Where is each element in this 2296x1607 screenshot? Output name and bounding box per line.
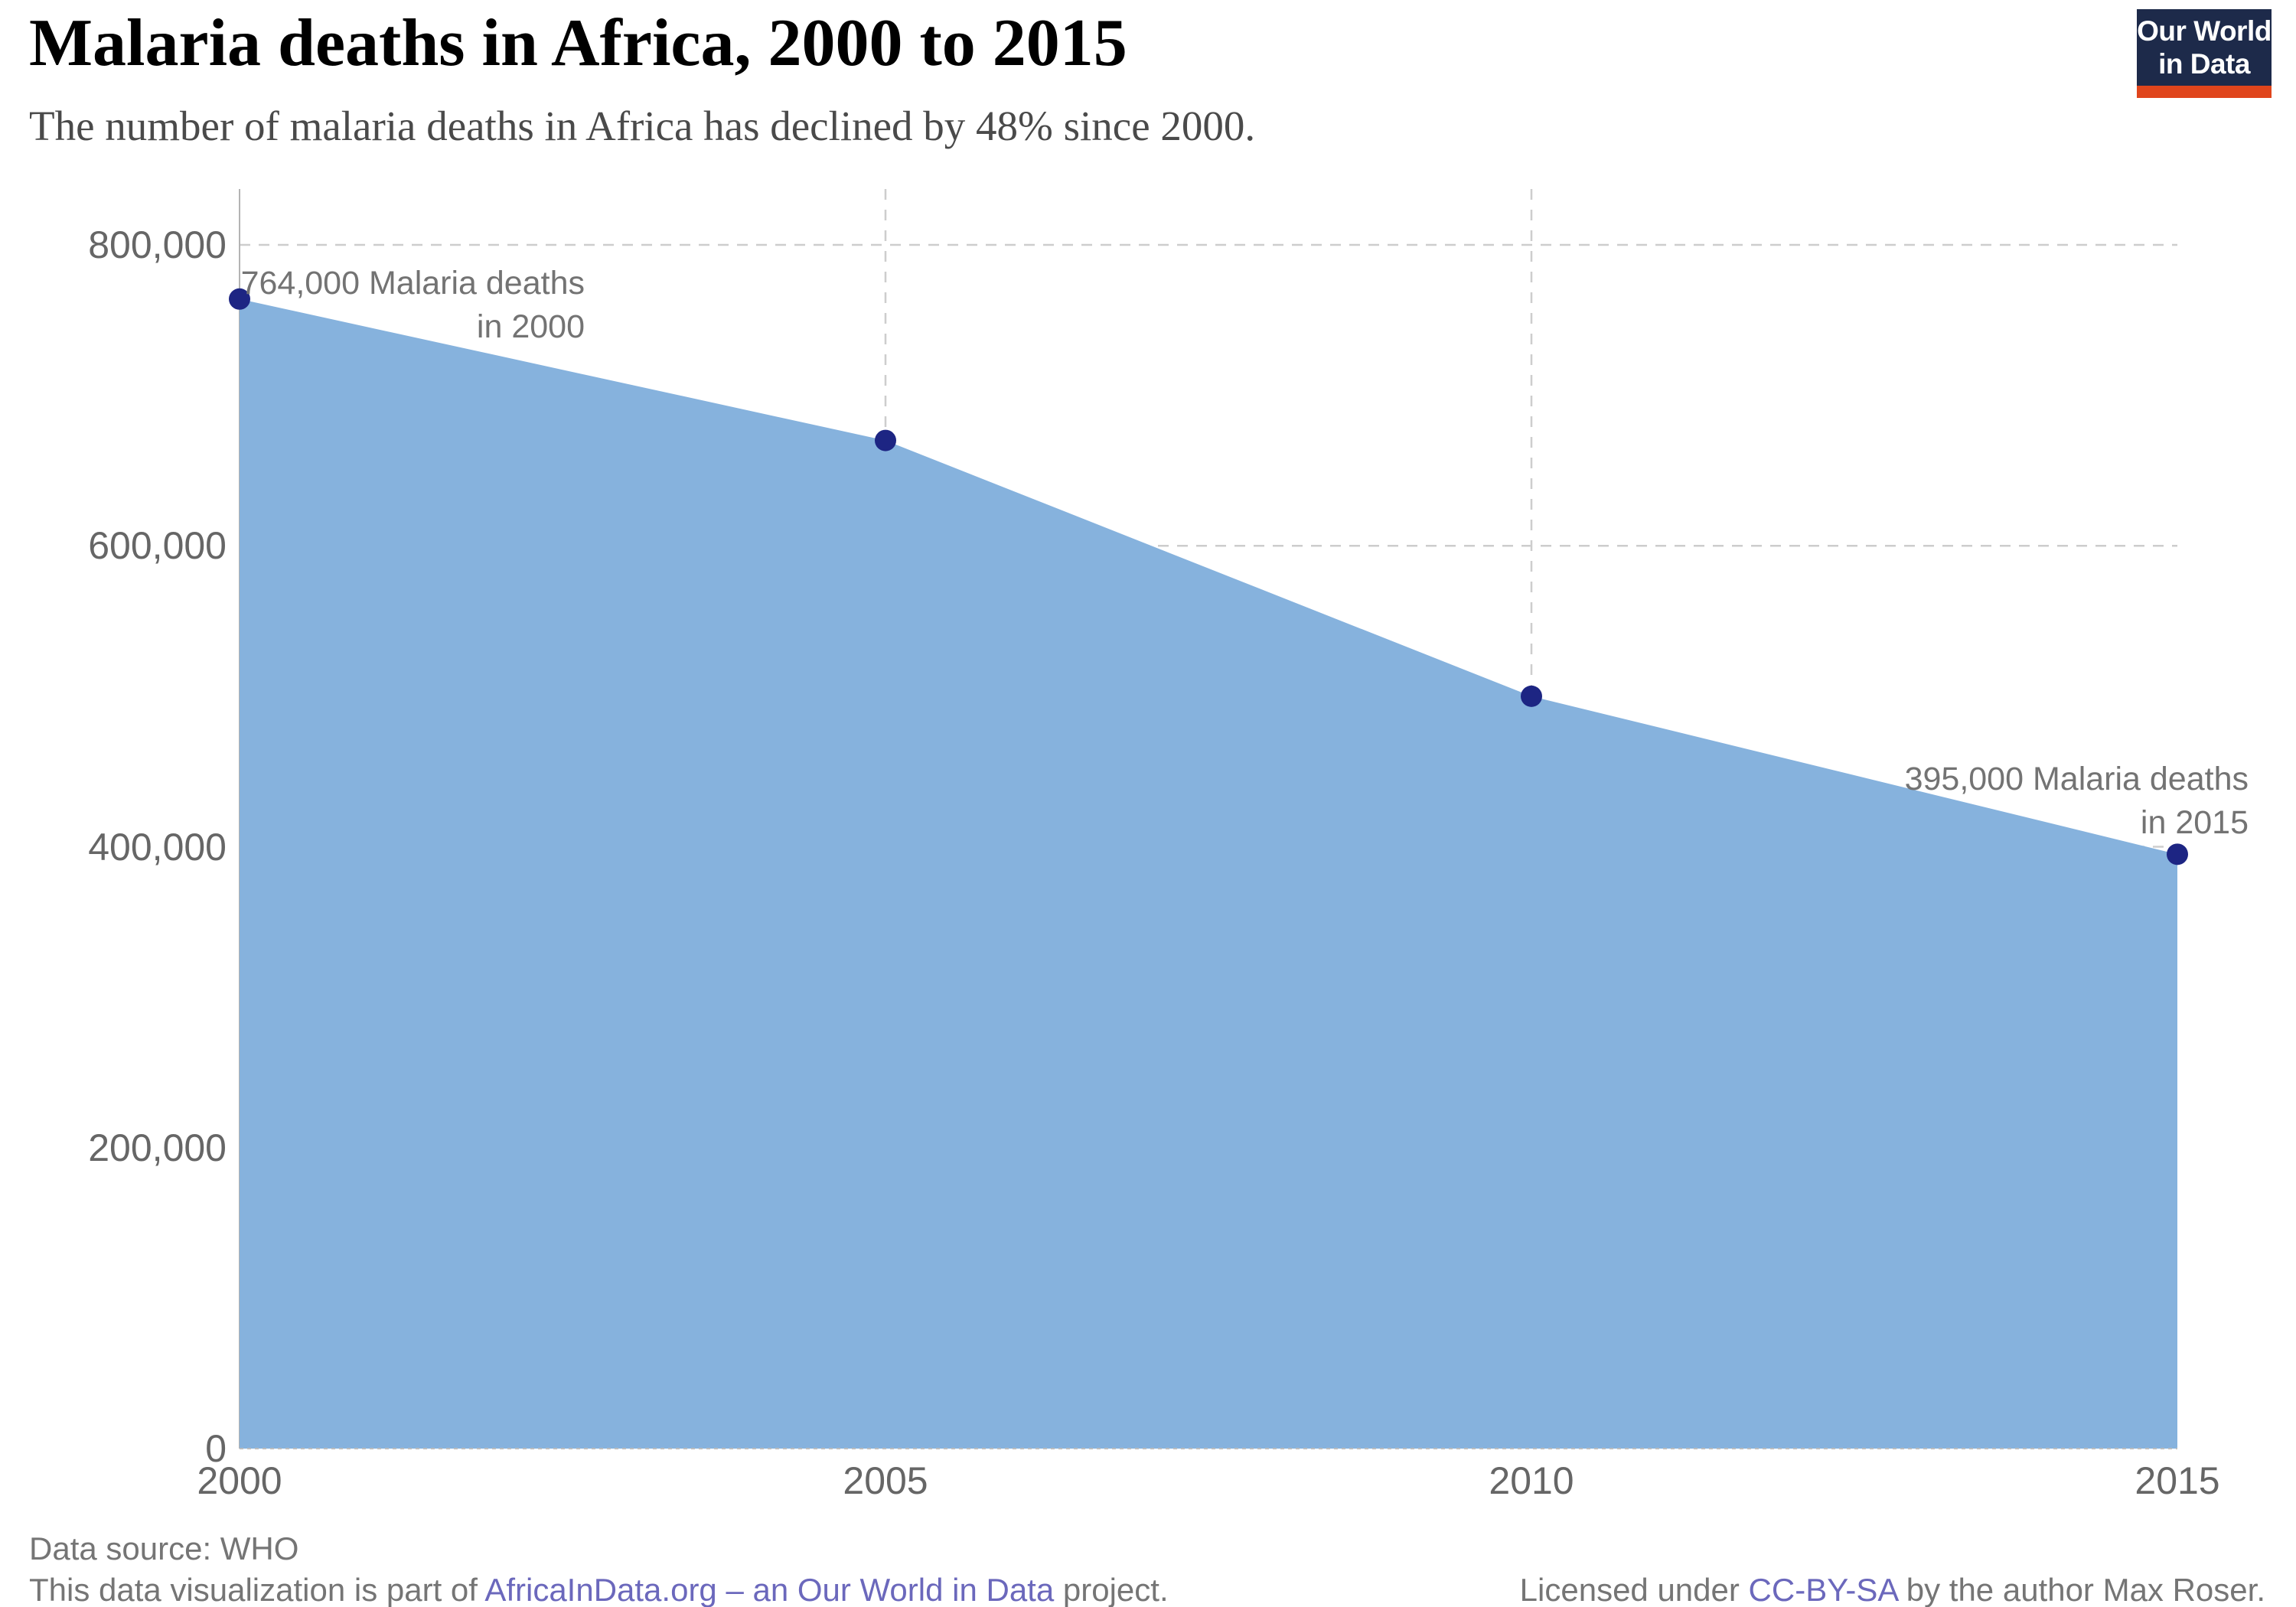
annotation-2015-line1: 395,000 Malaria deaths xyxy=(1904,761,2249,797)
annotation-2015: 395,000 Malaria deaths in 2015 xyxy=(1905,758,2249,845)
data-point-2015[interactable] xyxy=(2167,843,2188,865)
data-point-2000[interactable] xyxy=(229,288,250,310)
owid-logo-box: Our World in Data xyxy=(2137,9,2272,86)
data-source-note: Data source: WHO xyxy=(29,1530,299,1566)
y-axis-tick-label-200000: 200,000 xyxy=(88,1126,227,1169)
data-point-2005[interactable] xyxy=(875,429,896,451)
project-note-suffix: project. xyxy=(1054,1572,1169,1607)
y-axis-tick-label-600000: 600,000 xyxy=(88,524,227,568)
license-note-suffix: by the author Max Roser. xyxy=(1897,1572,2265,1607)
y-axis-tick-label-0: 0 xyxy=(205,1427,227,1470)
owid-logo-stripe xyxy=(2137,86,2272,98)
y-axis-tick-label-400000: 400,000 xyxy=(88,825,227,869)
data-point-2010[interactable] xyxy=(1521,685,1542,707)
owid-logo-text-line2: in Data xyxy=(2158,48,2250,80)
area-series-malaria-deaths xyxy=(240,298,2177,1449)
project-note-prefix: This data visualization is part of xyxy=(29,1572,485,1607)
chart-title: Malaria deaths in Africa, 2000 to 2015 xyxy=(29,6,1127,80)
x-axis-tick-label-2000: 2000 xyxy=(197,1459,282,1502)
annotation-2000: 764,000 Malaria deaths in 2000 xyxy=(241,262,585,349)
annotation-2000-line2: in 2000 xyxy=(476,308,585,345)
owid-logo[interactable]: Our World in Data xyxy=(2137,9,2272,98)
x-axis-tick-label-2005: 2005 xyxy=(843,1459,928,1502)
annotation-2015-line2: in 2015 xyxy=(2140,804,2249,841)
project-note: This data visualization is part of Afric… xyxy=(29,1572,1169,1607)
license-note: Licensed under CC-BY-SA by the author Ma… xyxy=(1520,1572,2265,1607)
annotation-2000-line1: 764,000 Malaria deaths xyxy=(240,265,585,302)
x-axis-tick-label-2010: 2010 xyxy=(1489,1459,1574,1502)
y-axis-tick-label-800000: 800,000 xyxy=(88,223,227,266)
owid-logo-text-line1: Our World xyxy=(2137,15,2272,47)
chart-subtitle: The number of malaria deaths in Africa h… xyxy=(29,103,1256,149)
license-note-prefix: Licensed under xyxy=(1519,1572,1749,1607)
x-axis-tick-label-2015: 2015 xyxy=(2135,1459,2220,1502)
cc-by-sa-link[interactable]: CC-BY-SA xyxy=(1748,1572,1898,1607)
africaindata-link[interactable]: AfricaInData.org – an Our World in Data xyxy=(484,1572,1055,1607)
